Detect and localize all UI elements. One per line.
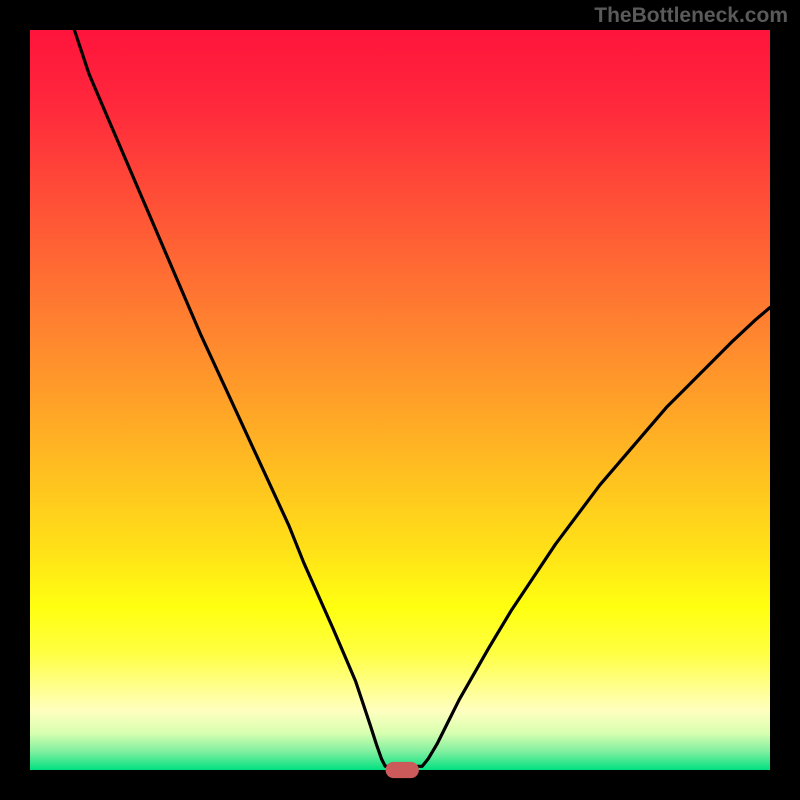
chart-container: TheBottleneck.com (0, 0, 800, 800)
bottleneck-chart-svg (0, 0, 800, 800)
watermark-text: TheBottleneck.com (594, 4, 788, 28)
plot-background (30, 30, 770, 770)
optimal-point-marker (386, 762, 419, 778)
